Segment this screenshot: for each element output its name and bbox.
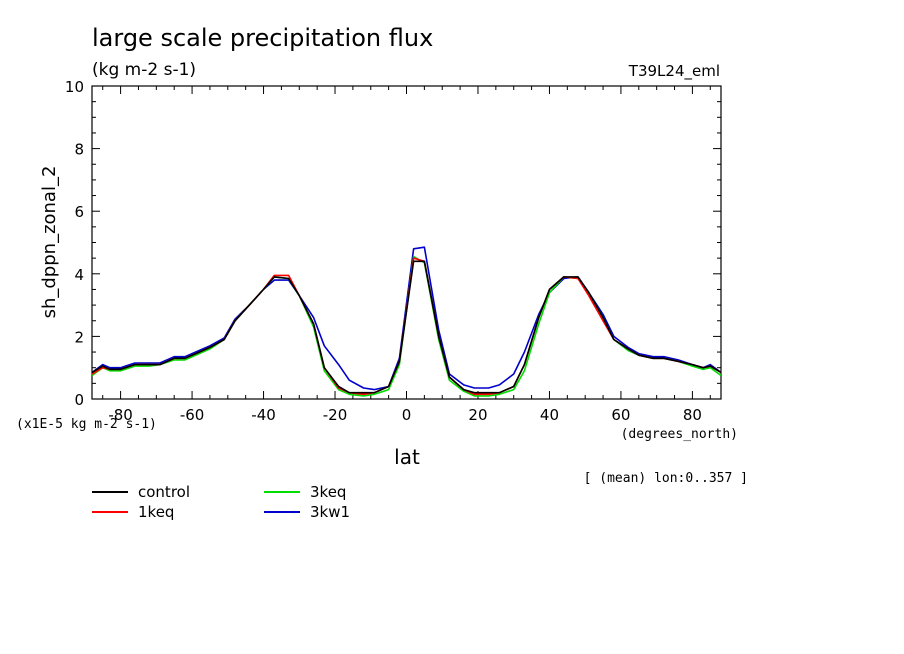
axis-ticks: [92, 85, 721, 400]
legend-label-control: control: [138, 483, 190, 501]
legend-label-1keq: 1keq: [138, 503, 174, 521]
series-line-3keq: [91, 255, 722, 397]
legend: control 1keq 3keq 3kw1: [92, 483, 350, 521]
y-axis-label: sh_dppn_zonal_2: [39, 166, 60, 319]
x-tick-label: 80: [683, 406, 702, 424]
y-tick-label: 6: [74, 203, 84, 221]
chart-subtitle: (kg m-2 s-1): [92, 60, 196, 80]
series-line-3kw1: [91, 246, 722, 391]
legend-label-3kw1: 3kw1: [310, 503, 350, 521]
y-tick-label: 2: [74, 328, 84, 346]
x-tick-label: 20: [468, 406, 487, 424]
series-line-1keq: [91, 257, 722, 396]
x-axis-label: lat: [394, 445, 420, 469]
y-scale-note: (x1E-5 kg m-2 s-1): [16, 417, 157, 432]
x-tick-label: -40: [251, 406, 276, 424]
model-label: T39L24_eml: [628, 62, 720, 81]
x-tick-label: 40: [540, 406, 559, 424]
x-tick-label: -20: [323, 406, 348, 424]
y-tick-label: 8: [74, 141, 84, 159]
x-tick-label: 60: [611, 406, 630, 424]
x-axis-units: (degrees_north): [621, 427, 738, 442]
y-tick-label: 10: [65, 78, 84, 96]
y-tick-label: 4: [74, 266, 84, 284]
y-tick-label: 0: [74, 391, 84, 409]
chart-title: large scale precipitation flux: [92, 24, 433, 52]
x-tick-label: -80: [108, 406, 133, 424]
footnote: [ (mean) lon:0..357 ]: [584, 471, 748, 486]
series-lines: [91, 246, 722, 397]
plot-frame: [91, 85, 722, 400]
legend-label-3keq: 3keq: [310, 483, 346, 501]
series-line-control: [91, 260, 722, 394]
x-tick-label: 0: [402, 406, 412, 424]
x-tick-label: -60: [180, 406, 205, 424]
axis-tick-labels: -80 -60 -40 -20 0 20 40 60 80 0 2 4 6 8 10: [65, 78, 702, 424]
